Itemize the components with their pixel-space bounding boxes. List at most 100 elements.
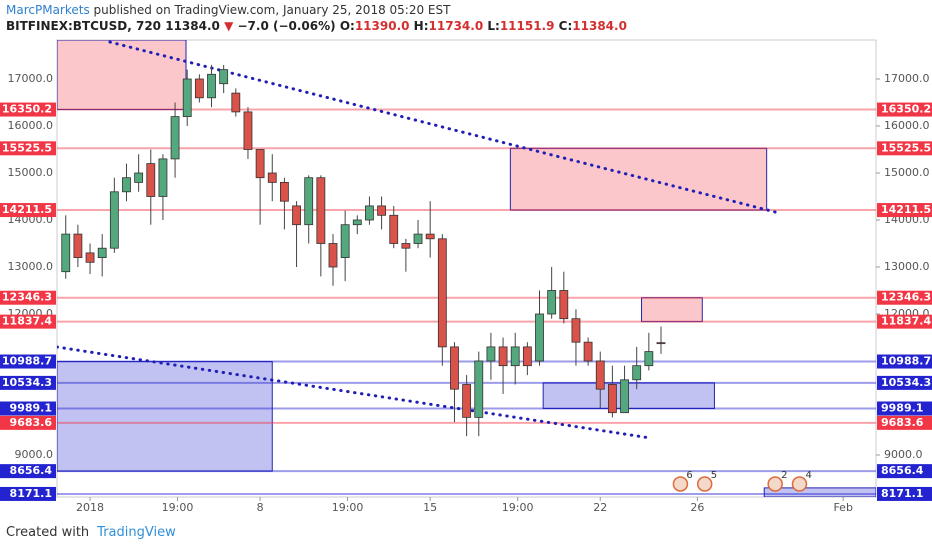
level-label: 8171.1 bbox=[881, 487, 923, 500]
x-tick-label: 19:00 bbox=[502, 501, 534, 514]
level-tag bbox=[877, 290, 932, 305]
candle-body bbox=[571, 318, 581, 343]
y-tick-label: 9000.0 bbox=[15, 448, 54, 461]
candle-body bbox=[413, 233, 423, 244]
x-tick-label: 19:00 bbox=[332, 501, 364, 514]
level-tag bbox=[877, 401, 932, 416]
candle-body bbox=[498, 346, 508, 367]
x-tick-label: 15 bbox=[423, 501, 437, 514]
level-label: 15525.5 bbox=[881, 141, 931, 154]
level-tag bbox=[877, 141, 932, 156]
last: 11384.0 bbox=[165, 19, 220, 33]
trendline bbox=[108, 40, 777, 214]
candle-body bbox=[401, 243, 411, 249]
l-label: L: bbox=[487, 19, 500, 33]
candle-body bbox=[292, 205, 301, 226]
level-label: 15525.5 bbox=[2, 141, 52, 154]
level-label: 16350.2 bbox=[2, 103, 52, 116]
level-tag bbox=[0, 486, 56, 501]
candle-body bbox=[377, 205, 386, 216]
candle-body bbox=[437, 238, 447, 348]
zone bbox=[509, 147, 768, 211]
level-label: 11837.4 bbox=[2, 315, 52, 328]
candle-body bbox=[389, 214, 399, 244]
y-tick-label: 9000.0 bbox=[884, 448, 923, 461]
l: 11151.9 bbox=[499, 19, 555, 33]
x-tick-label: Feb bbox=[833, 501, 852, 514]
event-icon bbox=[791, 476, 808, 492]
zone bbox=[57, 361, 273, 472]
candle-body bbox=[522, 346, 532, 367]
level-tag bbox=[877, 354, 932, 369]
candle-body bbox=[474, 360, 484, 418]
level-tag bbox=[0, 415, 56, 430]
candle-body bbox=[279, 182, 289, 202]
candle-body bbox=[194, 78, 204, 99]
y-tick-label: 13000.0 bbox=[884, 260, 930, 273]
candle-body bbox=[146, 163, 156, 197]
candle-body bbox=[316, 177, 326, 244]
candle-body bbox=[207, 73, 216, 99]
candle-body bbox=[219, 69, 229, 85]
level-label: 12346.3 bbox=[2, 291, 52, 304]
level-tag bbox=[877, 102, 932, 117]
candle-body bbox=[340, 224, 350, 258]
candle-body bbox=[170, 116, 180, 160]
candle-body bbox=[158, 158, 168, 197]
y-tick-label: 15000.0 bbox=[884, 166, 930, 179]
candle-body bbox=[450, 346, 459, 390]
event-count: 2 bbox=[781, 470, 787, 481]
y-tick-label: 17000.0 bbox=[8, 72, 54, 85]
level-tag bbox=[0, 401, 56, 416]
candle-body bbox=[462, 384, 472, 418]
level-label: 11837.4 bbox=[881, 315, 931, 328]
candle-body bbox=[61, 233, 71, 273]
level-tag bbox=[0, 102, 56, 117]
o: 11390.0 bbox=[354, 19, 410, 33]
candle-body bbox=[559, 290, 569, 320]
candle-body bbox=[328, 243, 338, 268]
level-label: 14211.5 bbox=[881, 203, 931, 216]
x-tick-label: 8 bbox=[257, 501, 264, 514]
candle-body bbox=[425, 233, 435, 240]
event-count: 6 bbox=[686, 470, 692, 481]
chart: 9000.09000.012000.012000.013000.013000.0… bbox=[0, 39, 932, 514]
candle-body bbox=[365, 205, 374, 221]
h: 11734.0 bbox=[428, 19, 484, 33]
level-tag bbox=[877, 203, 932, 218]
zone bbox=[641, 297, 703, 323]
candle-body bbox=[243, 111, 253, 150]
level-label: 10988.7 bbox=[881, 355, 931, 368]
candle-body bbox=[510, 346, 520, 367]
y-tick-label: 17000.0 bbox=[884, 72, 930, 85]
candle-body bbox=[535, 313, 544, 362]
brand[interactable]: TradingView bbox=[97, 525, 176, 540]
plot bbox=[57, 40, 876, 497]
c: 11384.0 bbox=[572, 19, 627, 33]
level-tag bbox=[0, 314, 56, 329]
created: Created with bbox=[6, 525, 90, 540]
level-label: 8656.4 bbox=[10, 464, 53, 477]
trendline bbox=[57, 345, 652, 440]
level-label: 16350.2 bbox=[881, 103, 931, 116]
level-tag bbox=[877, 314, 932, 329]
axes: 9000.09000.012000.012000.013000.013000.0… bbox=[0, 72, 932, 514]
level-label: 10988.7 bbox=[2, 355, 52, 368]
level-label: 8171.1 bbox=[10, 487, 52, 500]
published: published on TradingView.com, January 25… bbox=[93, 3, 451, 17]
y-tick-label: 15000.0 bbox=[8, 166, 54, 179]
level-tag bbox=[0, 354, 56, 369]
author[interactable]: MarcPMarkets bbox=[6, 3, 90, 17]
x-tick-label: 22 bbox=[593, 501, 607, 514]
symbol: BITFINEX:BTCUSD, 720 bbox=[6, 19, 162, 33]
level-tag bbox=[0, 141, 56, 156]
candle-body bbox=[73, 233, 83, 258]
candle-body bbox=[547, 290, 557, 315]
candle-body bbox=[486, 346, 496, 362]
candle-body bbox=[595, 360, 605, 390]
level-tag bbox=[877, 415, 932, 430]
change: −7.0 (−0.06%) bbox=[237, 19, 336, 33]
event-count: 5 bbox=[711, 470, 717, 481]
zone bbox=[763, 487, 876, 497]
